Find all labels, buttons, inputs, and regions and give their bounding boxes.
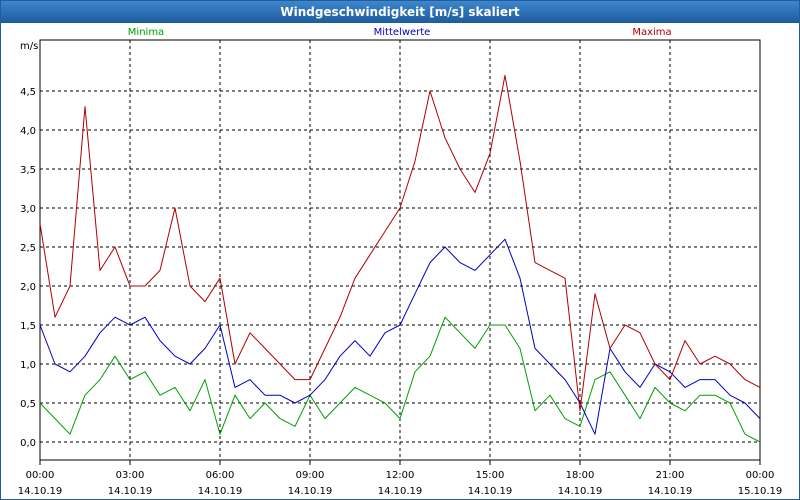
x-tick-time: 18:00	[566, 470, 595, 481]
x-tick-time: 00:00	[746, 470, 775, 481]
y-ticks: 0,0 0,5 1,0 1,5 2,0 2,5 3,0 3,5 4,0 4,5	[20, 87, 36, 449]
window-title: Windgeschwindigkeit [m/s] skaliert	[1, 1, 799, 23]
series-group	[39, 74, 761, 443]
x-tick-date: 14.10.19	[648, 486, 693, 497]
legend: Minima Mittelwerte Maxima	[128, 27, 672, 38]
x-tick-date: 14.10.19	[18, 486, 63, 497]
series-line-maxima	[39, 74, 761, 412]
series-line-mittelwerte	[39, 238, 761, 435]
series-line-minima	[39, 316, 761, 443]
x-tick-time: 12:00	[386, 470, 415, 481]
x-tick-time: 00:00	[26, 470, 55, 481]
x-tick-date: 14.10.19	[468, 486, 513, 497]
y-tick-label: 2,0	[20, 282, 36, 293]
y-axis-label: m/s	[20, 41, 38, 52]
x-tick-time: 21:00	[656, 470, 685, 481]
legend-minima: Minima	[128, 27, 164, 38]
y-tick-label: 1,0	[20, 360, 36, 371]
y-tick-label: 3,5	[20, 165, 36, 176]
grid	[39, 40, 761, 465]
x-tick-date: 14.10.19	[108, 486, 153, 497]
legend-maxima: Maxima	[632, 27, 671, 38]
x-tick-time: 09:00	[296, 470, 325, 481]
x-tick-time: 03:00	[116, 470, 145, 481]
y-tick-label: 4,0	[20, 126, 36, 137]
x-tick-time: 06:00	[206, 470, 235, 481]
x-tick-time: 15:00	[476, 470, 505, 481]
y-tick-label: 0,5	[20, 399, 36, 410]
y-tick-label: 0,0	[20, 438, 36, 449]
x-tick-date: 14.10.19	[378, 486, 423, 497]
x-tick-date: 14.10.19	[198, 486, 243, 497]
x-tick-date: 14.10.19	[558, 486, 603, 497]
y-tick-label: 3,0	[20, 204, 36, 215]
x-ticks: 00:00 14.10.19 03:00 14.10.19 06:00 14.10.19 0…	[18, 470, 783, 497]
x-tick-date: 14.10.19	[288, 486, 333, 497]
y-tick-label: 2,5	[20, 243, 36, 254]
x-tick-date: 15.10.19	[738, 486, 783, 497]
y-tick-label: 1,5	[20, 321, 36, 332]
legend-mittelwerte: Mittelwerte	[374, 27, 431, 38]
y-tick-label: 4,5	[20, 87, 36, 98]
